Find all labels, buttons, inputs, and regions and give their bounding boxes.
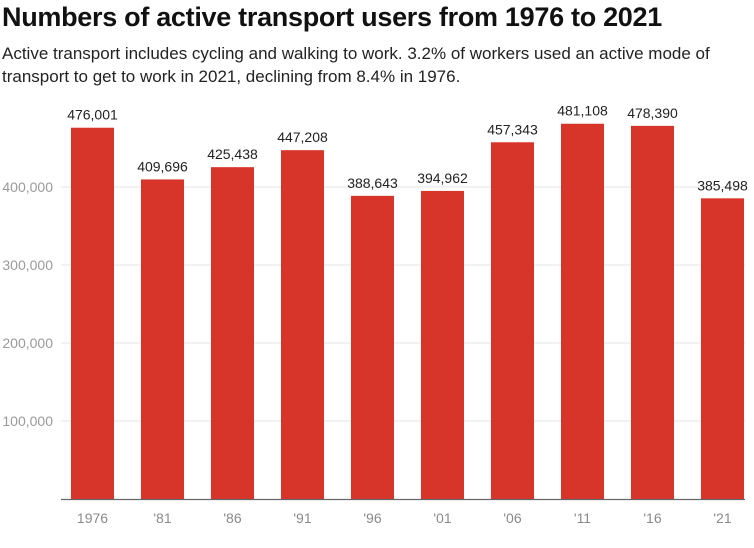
bars bbox=[71, 123, 744, 500]
y-tick-label: 400,000 bbox=[2, 179, 53, 195]
data-label: 447,208 bbox=[277, 129, 328, 145]
x-tick-label: '06 bbox=[503, 510, 521, 526]
x-tick-label: '11 bbox=[574, 510, 591, 526]
data-label: 394,962 bbox=[417, 170, 468, 186]
bar bbox=[561, 123, 604, 499]
y-tick-label: 200,000 bbox=[2, 335, 53, 351]
bar bbox=[281, 150, 324, 499]
data-label: 388,643 bbox=[347, 175, 398, 191]
x-tick-label: '96 bbox=[363, 510, 381, 526]
x-tick-label: 1976 bbox=[77, 510, 108, 526]
x-tick-label: '81 bbox=[153, 510, 171, 526]
data-labels: 476,001 409,696 425,438 447,208 388,643 394,9… bbox=[67, 103, 748, 194]
x-axis: 1976 '81 '86 '91 '96 '01 '06 '11 '16 '21 bbox=[61, 498, 745, 526]
data-label: 385,498 bbox=[697, 177, 748, 193]
data-label: 457,343 bbox=[487, 121, 538, 137]
y-tick-label: 300,000 bbox=[2, 257, 53, 273]
chart-title: Numbers of active transport users from 1… bbox=[2, 2, 662, 32]
x-tick-label: '91 bbox=[293, 510, 311, 526]
x-tick-label: '01 bbox=[433, 510, 451, 526]
bar bbox=[491, 142, 534, 499]
data-label: 425,438 bbox=[207, 146, 258, 162]
bar bbox=[701, 198, 744, 499]
bar bbox=[141, 179, 184, 499]
bar bbox=[421, 190, 464, 500]
bar bbox=[631, 125, 674, 499]
x-tick-label: '21 bbox=[713, 510, 731, 526]
data-label: 478,390 bbox=[627, 105, 678, 121]
y-axis: 100,000 200,000 300,000 400,000 bbox=[2, 179, 53, 429]
chart-subtitle: Active transport includes cycling and wa… bbox=[2, 44, 710, 86]
bar bbox=[351, 195, 394, 499]
x-tick-label: '86 bbox=[223, 510, 241, 526]
data-label: 409,696 bbox=[137, 158, 188, 174]
data-label: 476,001 bbox=[67, 107, 118, 123]
y-tick-label: 100,000 bbox=[2, 413, 53, 429]
data-label: 481,108 bbox=[557, 103, 608, 119]
x-tick-label: '16 bbox=[643, 510, 661, 526]
bar bbox=[211, 167, 254, 499]
bar bbox=[71, 127, 114, 499]
